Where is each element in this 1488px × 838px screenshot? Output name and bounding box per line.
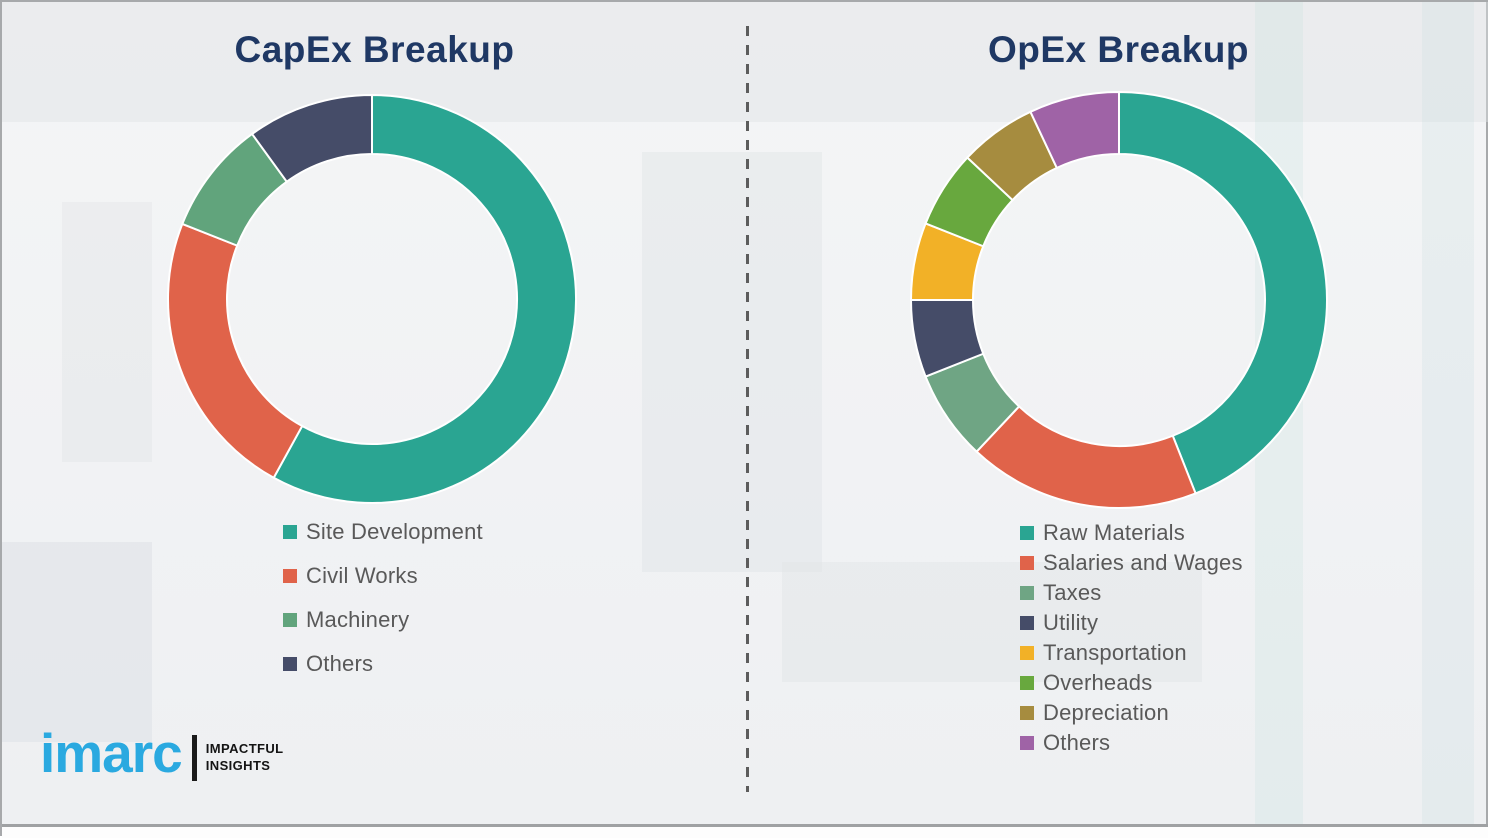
opex-section: OpEx Breakup (747, 2, 1488, 838)
legend-swatch-others (1020, 736, 1034, 750)
legend-item-salaries-and-wages: Salaries and Wages (1020, 548, 1243, 578)
capex-donut-chart (167, 94, 577, 504)
legend-item-taxes: Taxes (1020, 578, 1243, 608)
legend-swatch-others (283, 657, 297, 671)
legend-label: Overheads (1043, 670, 1153, 695)
opex-chart-title: OpEx Breakup (988, 29, 1249, 70)
legend-item-overheads: Overheads (1020, 668, 1243, 698)
legend-label: Transportation (1043, 640, 1187, 665)
legend-item-site-development: Site Development (283, 517, 483, 547)
donut-segment-salaries-and-wages (975, 405, 1197, 509)
legend-swatch-raw-materials (1020, 526, 1034, 540)
legend-item-raw-materials: Raw Materials (1020, 518, 1243, 548)
legend-item-others: Others (1020, 728, 1243, 758)
imarc-logo: imarc IMPACTFUL INSIGHTS (40, 726, 284, 785)
donut-segment-others (250, 94, 373, 184)
legend-swatch-transportation (1020, 646, 1034, 660)
legend-item-depreciation: Depreciation (1020, 698, 1243, 728)
legend-label: Site Development (306, 519, 483, 544)
section-divider (746, 26, 749, 792)
legend-item-machinery: Machinery (283, 605, 483, 635)
legend-label: Raw Materials (1043, 520, 1185, 545)
legend-label: Salaries and Wages (1043, 550, 1243, 575)
capex-section: CapEx Breakup (2, 2, 747, 838)
legend-swatch-salaries-and-wages (1020, 556, 1034, 570)
legend-label: Civil Works (306, 563, 418, 588)
donut-segment-raw-materials (1118, 91, 1328, 495)
legend-label: Machinery (306, 607, 410, 632)
logo-tagline-line1: IMPACTFUL (205, 740, 284, 756)
legend-item-utility: Utility (1020, 608, 1243, 638)
legend-item-civil-works: Civil Works (283, 561, 483, 591)
logo-separator-bar (191, 734, 197, 781)
logo-tagline: IMPACTFUL INSIGHTS (206, 741, 284, 775)
legend-swatch-machinery (283, 613, 297, 627)
logo-tagline-line2: INSIGHTS (205, 757, 271, 773)
legend-item-transportation: Transportation (1020, 638, 1243, 668)
capex-chart-title: CapEx Breakup (234, 29, 515, 70)
legend-swatch-site-development (283, 525, 297, 539)
legend-swatch-civil-works (283, 569, 297, 583)
bottom-margin-strip (2, 827, 1488, 838)
legend-swatch-overheads (1020, 676, 1034, 690)
legend-label: Taxes (1043, 580, 1102, 605)
legend-label: Utility (1043, 610, 1099, 635)
legend-swatch-utility (1020, 616, 1034, 630)
donut-segment-civil-works (167, 222, 304, 480)
imarc-logo-wordmark: imarc (40, 722, 183, 784)
opex-legend: Raw Materials Salaries and Wages Taxes U… (1020, 518, 1243, 758)
bottom-border-rule (2, 824, 1488, 827)
legend-label: Depreciation (1043, 700, 1169, 725)
capex-legend: Site Development Civil Works Machinery O… (283, 517, 483, 693)
donut-segment-site-development (272, 94, 577, 504)
donut-segment-others (1029, 91, 1120, 170)
opex-donut-chart (910, 91, 1328, 509)
legend-item-others: Others (283, 649, 483, 679)
legend-label: Others (1043, 730, 1111, 755)
legend-label: Others (306, 651, 374, 676)
legend-swatch-taxes (1020, 586, 1034, 600)
legend-swatch-depreciation (1020, 706, 1034, 720)
